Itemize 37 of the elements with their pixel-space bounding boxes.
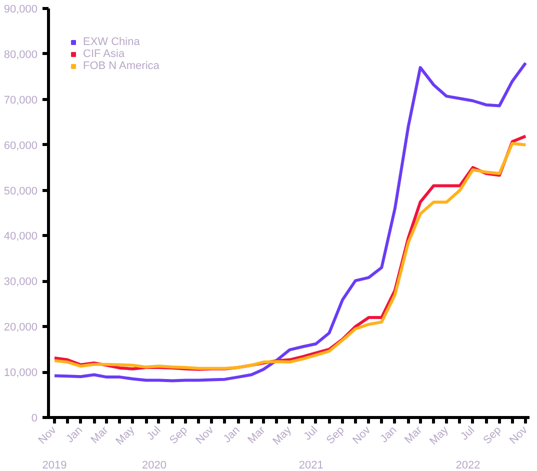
x-tick-label: Jan (378, 424, 400, 446)
text: 2022 (456, 460, 480, 471)
x-tick-label: Jul (302, 424, 320, 443)
y-tick-label: 0 (31, 412, 38, 424)
x-tick-label: Sep (168, 424, 190, 447)
x-tick-label: Jul (144, 424, 164, 443)
y-tick-label: 40,000 (4, 230, 38, 243)
x-tick-label: Jan (64, 424, 85, 446)
x-tick-label: Mar (402, 424, 425, 446)
legend-label: EXW China (83, 36, 140, 48)
y-tick-label: 60,000 (4, 140, 38, 152)
text: 2019 (42, 460, 67, 471)
y-tick-label: 10,000 (4, 367, 38, 380)
x-tick-label: May (270, 424, 294, 448)
y-tick-label: 50,000 (4, 185, 38, 198)
legend-label: CIF Asia (83, 48, 125, 60)
text: 2020 (142, 460, 166, 471)
y-tick-label: 20,000 (4, 322, 38, 334)
y-tick-label: 90,000 (4, 4, 38, 16)
x-tick-label: Nov (194, 424, 216, 447)
x-tick-label: Sep (324, 424, 347, 447)
y-tick-label: 30,000 (4, 276, 38, 288)
y-tick-label: 80,000 (4, 48, 38, 61)
legend-label: FOB N America (83, 60, 160, 72)
x-tick-label: Nov (508, 424, 530, 447)
x-tick-label: May (114, 424, 138, 448)
x-tick-label: Nov (350, 424, 374, 447)
x-tick-label: Mar (88, 424, 112, 446)
x-tick-label: Jul (458, 424, 478, 443)
x-tick-label: Nov (36, 424, 60, 447)
x-tick-label: May (428, 424, 452, 448)
text: 2021 (298, 460, 324, 471)
x-tick-label: Sep (481, 424, 504, 447)
x-tick-label: Mar (246, 424, 268, 446)
x-tick-label: Jan (221, 424, 242, 446)
line-series (53, 62, 528, 382)
y-tick-label: 70,000 (4, 94, 38, 106)
